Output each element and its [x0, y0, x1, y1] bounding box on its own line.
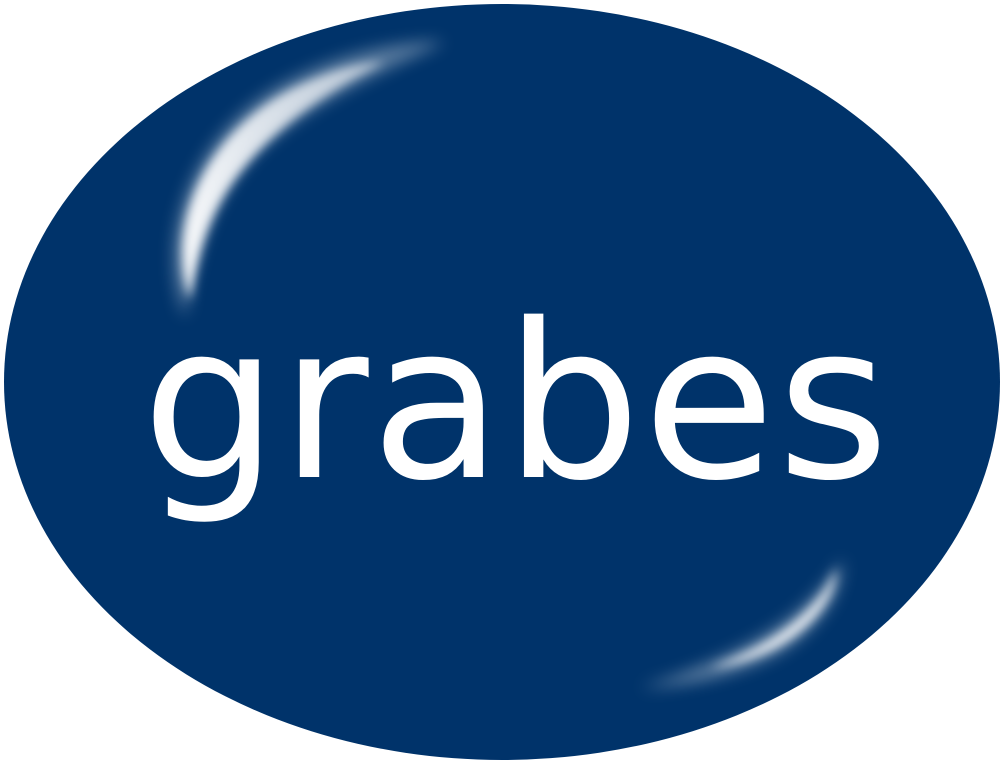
top-left-highlight: [173, 41, 445, 318]
bottom-right-highlight: [640, 558, 843, 688]
oval-background: [4, 4, 1000, 760]
